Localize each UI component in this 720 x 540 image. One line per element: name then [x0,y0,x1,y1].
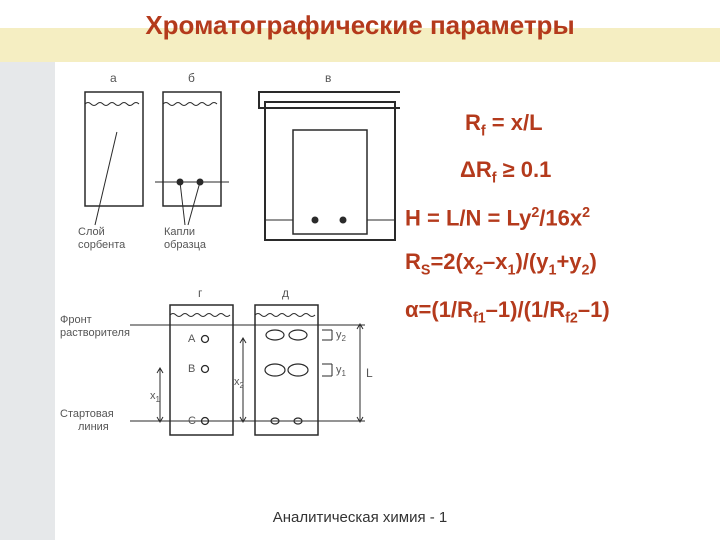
wave-g [170,314,230,317]
drops-1: Капли [164,226,195,238]
svg-text:y1: y1 [336,364,347,378]
sorbent-1: Слой [78,226,105,238]
page-title: Хроматографические параметры [0,10,720,41]
y1-bracket: y1 [322,364,347,378]
footer: Аналитическая химия - 1 [0,509,720,526]
chamber-inner [293,130,367,234]
y2-bracket: y2 [322,329,347,343]
dspot1 [266,330,284,340]
svg-text:y2: y2 [336,329,347,343]
label-B: B [188,363,195,375]
front-2: растворителя [60,327,130,339]
label-b: б [188,71,195,85]
dspot4 [288,364,308,376]
title-band: Хроматографические параметры [0,0,720,62]
drops-2: образца [164,239,207,251]
label-v: в [325,71,331,85]
wave-d [255,314,315,317]
diagrams-svg: а б в Слой сорбента Капли образца [60,70,400,470]
formula-h: H = L/N = Ly2/16x2 [405,205,715,231]
formula-alpha: α=(1/Rf1–1)/(1/Rf2–1) [405,297,715,326]
start-2: линия [78,421,109,433]
lead-line-a [95,132,117,225]
chamber-lid [259,92,400,108]
spot-gA [202,336,209,343]
lead-b2 [188,182,200,225]
lead-b1 [180,182,185,225]
label-C: C [188,415,196,427]
L-arrow: L [357,324,373,422]
x1-arrow: x1 [150,368,163,422]
wave-a [85,103,139,106]
formula-rs: RS=2(x2–x1)/(y1+y2) [405,249,715,278]
formula-drf: ΔRf ≥ 0.1 [405,157,715,186]
formula-rf: Rf = x/L [405,110,715,139]
x2-arrow: x2 [234,338,246,422]
svg-text:x1: x1 [150,390,161,404]
svg-text:L: L [366,366,373,380]
label-d: д [282,286,289,300]
dspot3 [265,364,285,376]
chamber-outer [265,102,395,240]
front-1: Фронт [60,314,92,326]
drop-v1 [312,217,319,224]
diagram-area: а б в Слой сорбента Капли образца [60,70,400,470]
sorbent-2: сорбента [78,239,126,251]
start-1: Стартовая [60,408,114,420]
plate-b [163,92,221,206]
wave-b [163,103,217,106]
label-g: г [198,286,203,300]
label-A: A [188,333,196,345]
side-stripe [0,62,55,540]
formulas: Rf = x/L ΔRf ≥ 0.1 H = L/N = Ly2/16x2 RS… [405,110,715,344]
drop-v2 [340,217,347,224]
plate-a [85,92,143,206]
dspot2 [289,330,307,340]
label-a: а [110,71,117,85]
spot-gB [202,366,209,373]
